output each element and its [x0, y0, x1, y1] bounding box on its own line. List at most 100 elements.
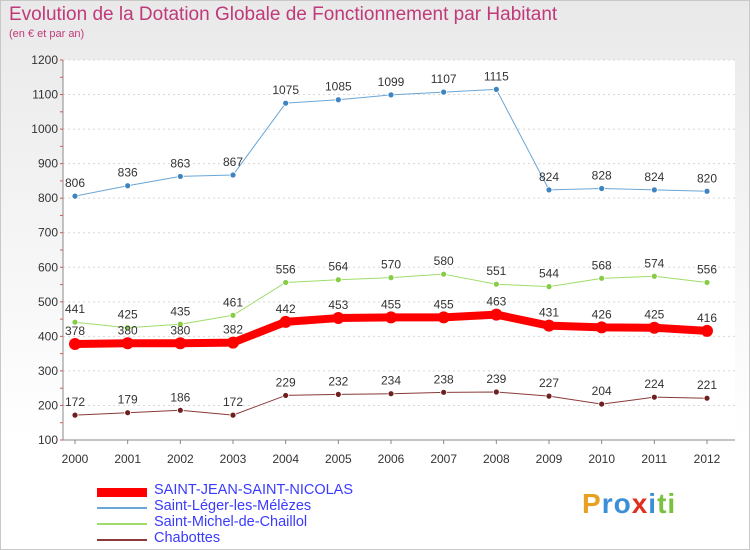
logo-letter: P: [582, 488, 602, 519]
data-point-chabottes: [703, 394, 711, 402]
data-label-saint-michel-de-chaillol: 461: [223, 295, 243, 309]
data-point-saint-jean-saint-nicolas: [227, 336, 239, 349]
x-tick-label: 2001: [114, 452, 141, 466]
plot-area: [63, 60, 735, 440]
data-label-saint-l-ger-les-m-l-zes: 1107: [431, 72, 457, 86]
data-label-saint-l-ger-les-m-l-zes: 1115: [484, 69, 509, 83]
y-tick-label: 100: [38, 433, 58, 447]
data-label-chabottes: 224: [644, 377, 664, 391]
data-label-saint-l-ger-les-m-l-zes: 824: [644, 170, 664, 184]
data-point-saint-jean-saint-nicolas: [69, 337, 81, 350]
data-label-saint-jean-saint-nicolas: 455: [381, 297, 401, 311]
logo-letter: x: [631, 488, 649, 519]
data-point-saint-jean-saint-nicolas: [701, 324, 713, 337]
y-tick-label: 1000: [31, 122, 58, 136]
data-point-saint-michel-de-chaillol: [124, 324, 132, 332]
legend-swatch: [97, 539, 147, 541]
x-tick-label: 2009: [536, 452, 563, 466]
data-label-saint-michel-de-chaillol: 556: [276, 262, 296, 276]
data-point-chabottes: [492, 388, 500, 396]
data-point-chabottes: [598, 400, 606, 408]
logo-letter: r: [601, 488, 614, 519]
proxiti-logo: Proxiti: [582, 488, 676, 520]
data-label-saint-jean-saint-nicolas: 380: [170, 323, 190, 337]
data-label-saint-michel-de-chaillol: 580: [434, 254, 454, 268]
data-point-saint-michel-de-chaillol: [492, 280, 500, 288]
data-point-saint-jean-saint-nicolas: [437, 311, 450, 324]
data-label-saint-michel-de-chaillol: 574: [644, 256, 664, 270]
data-label-saint-jean-saint-nicolas: 416: [697, 311, 717, 325]
x-tick-label: 2007: [430, 452, 457, 466]
x-tick-label: 2003: [220, 452, 247, 466]
x-tick-label: 2008: [483, 452, 510, 466]
data-point-chabottes: [545, 392, 553, 400]
data-point-chabottes: [124, 409, 132, 417]
data-point-saint-michel-de-chaillol: [71, 318, 79, 326]
data-label-saint-l-ger-les-m-l-zes: 1085: [325, 80, 352, 94]
data-point-saint-l-ger-les-m-l-zes: [229, 171, 237, 179]
data-point-saint-l-ger-les-m-l-zes: [282, 99, 290, 107]
data-label-chabottes: 234: [381, 374, 401, 388]
data-point-chabottes: [176, 406, 184, 414]
legend-swatch: [97, 507, 147, 509]
y-tick-label: 800: [38, 191, 58, 205]
logo-letter: i: [667, 488, 677, 519]
data-label-saint-jean-saint-nicolas: 378: [65, 324, 85, 338]
y-tick-label: 500: [38, 295, 58, 309]
data-point-saint-l-ger-les-m-l-zes: [71, 192, 79, 200]
data-point-chabottes: [440, 388, 448, 396]
x-tick-label: 2012: [694, 452, 721, 466]
data-label-saint-michel-de-chaillol: 556: [697, 262, 717, 276]
data-point-chabottes: [71, 411, 79, 419]
x-tick-label: 2004: [272, 452, 299, 466]
data-label-chabottes: 172: [65, 395, 85, 409]
x-tick-label: 2002: [167, 452, 194, 466]
data-label-saint-jean-saint-nicolas: 380: [118, 323, 138, 337]
data-point-saint-jean-saint-nicolas: [543, 319, 555, 332]
data-point-saint-jean-saint-nicolas: [174, 337, 187, 350]
data-point-saint-l-ger-les-m-l-zes: [176, 173, 184, 180]
data-point-saint-l-ger-les-m-l-zes: [650, 186, 658, 194]
y-tick-label: 600: [38, 260, 58, 274]
data-point-chabottes: [650, 393, 658, 401]
data-label-saint-michel-de-chaillol: 551: [486, 264, 506, 278]
data-label-saint-jean-saint-nicolas: 442: [276, 302, 296, 316]
data-label-saint-michel-de-chaillol: 435: [170, 304, 190, 318]
data-point-saint-jean-saint-nicolas: [490, 308, 503, 321]
data-label-chabottes: 204: [592, 384, 612, 398]
legend-label: SAINT-JEAN-SAINT-NICOLAS: [154, 482, 354, 498]
chart-subtitle: (en € et par an): [9, 28, 85, 40]
x-tick-label: 2006: [378, 452, 405, 466]
data-point-saint-michel-de-chaillol: [703, 279, 711, 286]
data-label-saint-michel-de-chaillol: 564: [328, 260, 348, 274]
data-label-saint-michel-de-chaillol: 570: [381, 258, 401, 272]
data-label-saint-jean-saint-nicolas: 453: [328, 298, 348, 312]
data-point-saint-jean-saint-nicolas: [279, 315, 292, 328]
data-point-saint-l-ger-les-m-l-zes: [387, 91, 395, 99]
legend-label: Saint-Michel-de-Chaillol: [154, 514, 308, 530]
data-point-saint-l-ger-les-m-l-zes: [545, 186, 553, 194]
legend-label: Chabottes: [154, 530, 221, 546]
data-label-saint-jean-saint-nicolas: 382: [223, 323, 243, 337]
data-point-saint-michel-de-chaillol: [650, 272, 658, 280]
data-label-chabottes: 179: [118, 393, 138, 407]
data-label-chabottes: 221: [697, 378, 717, 392]
data-point-saint-michel-de-chaillol: [229, 311, 237, 319]
data-label-chabottes: 232: [328, 374, 348, 388]
data-point-saint-michel-de-chaillol: [598, 274, 606, 282]
logo-letter: o: [613, 488, 632, 519]
y-tick-label: 1200: [31, 53, 58, 67]
data-label-saint-l-ger-les-m-l-zes: 820: [697, 171, 717, 185]
data-label-chabottes: 229: [276, 375, 296, 389]
data-label-saint-michel-de-chaillol: 441: [65, 302, 85, 316]
y-tick-label: 200: [38, 398, 58, 412]
data-label-saint-l-ger-les-m-l-zes: 824: [539, 170, 559, 184]
data-label-chabottes: 186: [170, 390, 190, 404]
data-label-chabottes: 239: [486, 372, 506, 386]
logo-letter: i: [648, 488, 658, 519]
data-point-chabottes: [387, 390, 395, 398]
data-label-saint-jean-saint-nicolas: 425: [644, 308, 664, 322]
data-point-saint-michel-de-chaillol: [440, 270, 448, 278]
data-point-saint-jean-saint-nicolas: [595, 321, 608, 334]
